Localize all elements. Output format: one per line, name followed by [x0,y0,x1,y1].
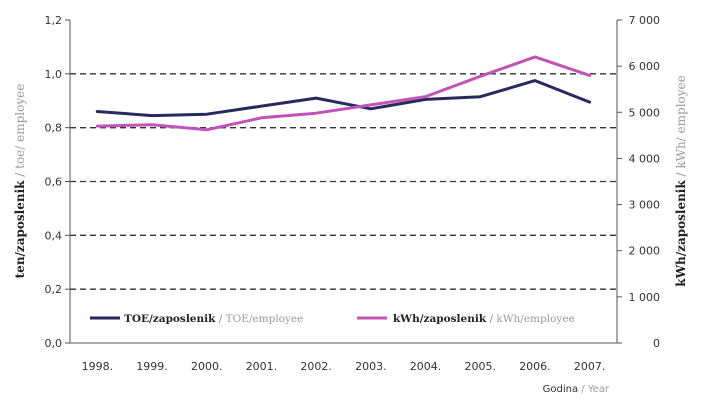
x-tick-label: 2002. [300,360,332,373]
data-point-toe [588,101,591,104]
data-point-toe [315,97,318,100]
x-axis-title-separator: / [578,384,588,395]
x-tick-label: 2005. [465,360,497,373]
y-axis-right-title: kWh/zaposlenik / kWh/ employee [674,75,688,287]
data-point-kwh [96,125,99,128]
data-point-kwh [315,112,318,115]
x-tick-label: 2004. [410,360,442,373]
legend-item-toe: TOE/zaposlenik / TOE/employee [90,313,303,325]
data-point-toe [260,105,263,108]
x-axis-title-secondary: Year [587,384,610,395]
y-right-tick-label: 0 [653,337,660,350]
y-left-tick-label: 0,0 [45,337,63,350]
data-point-kwh [369,103,372,106]
x-axis-title: Godina / Year [543,384,610,395]
legend: TOE/zaposlenik / TOE/employee kWh/zaposl… [90,313,575,325]
data-point-kwh [151,123,154,126]
data-point-kwh [533,55,536,58]
series-line-kwh [95,55,592,132]
legend-label-kwh-primary: kWh/zaposlenik [393,313,487,325]
data-point-toe [96,110,99,113]
data-point-kwh [205,128,208,131]
y-left-tick-label: 0,6 [45,176,63,189]
legend-label-kwh: kWh/zaposlenik / kWh/employee [393,313,575,325]
y-right-tick-label: 4 000 [629,152,661,165]
legend-label-kwh-secondary: kWh/employee [496,313,574,325]
data-point-kwh [260,116,263,119]
data-point-toe [424,98,427,101]
data-point-toe [369,107,372,110]
y-right-tick-label: 6 000 [629,60,661,73]
data-point-toe [151,114,154,117]
series-line-toe [95,79,592,118]
x-tick-label: 2007. [574,360,606,373]
data-point-toe [479,95,482,98]
y-axis-right-title-primary: kWh/zaposlenik [674,180,688,287]
y-axis-left-title-separator: / [13,169,27,181]
x-tick-label: 2006. [519,360,551,373]
x-tick-label: 2003. [355,360,387,373]
x-tick-label: 2000. [191,360,223,373]
y-right-tick-label: 1 000 [629,291,661,304]
y-left-tick-label: 1,0 [45,68,63,81]
y-right-tick-label: 5 000 [629,106,661,119]
y-left-tick-label: 0,4 [45,229,63,242]
y-right-tick-label: 2 000 [629,245,661,258]
y-axis-right-title-secondary: kWh/ employee [674,75,688,168]
legend-label-toe-primary: TOE/zaposlenik [124,313,216,325]
legend-label-toe-secondary: TOE/employee [226,313,304,325]
x-tick-label: 2001. [246,360,278,373]
legend-label-kwh-separator: / [486,313,496,325]
y-right-tick-label: 7 000 [629,14,661,27]
x-tick-label: 1999. [136,360,168,373]
y-axis-right-title-separator: / [674,169,688,181]
data-point-kwh [588,74,591,77]
y-axis-left-title-primary: ten/zaposlenik [13,180,27,279]
data-point-toe [205,113,208,116]
data-point-toe [533,79,536,82]
x-axis-title-primary: Godina [543,384,578,395]
legend-label-toe-separator: / [215,313,225,325]
y-left-tick-label: 0,8 [45,122,63,135]
y-right-tick-label: 3 000 [629,199,661,212]
y-axis-left-title-secondary: toe/ employee [13,84,27,169]
legend-label-toe: TOE/zaposlenik / TOE/employee [124,313,303,325]
x-tick-label: 1998. [82,360,114,373]
legend-item-kwh: kWh/zaposlenik / kWh/employee [357,313,575,325]
data-point-kwh [424,95,427,98]
y-left-tick-label: 1,2 [45,14,63,27]
y-left-tick-label: 0,2 [45,283,63,296]
y-axis-left-title: ten/zaposlenik / toe/ employee [13,84,27,279]
data-point-kwh [479,75,482,78]
